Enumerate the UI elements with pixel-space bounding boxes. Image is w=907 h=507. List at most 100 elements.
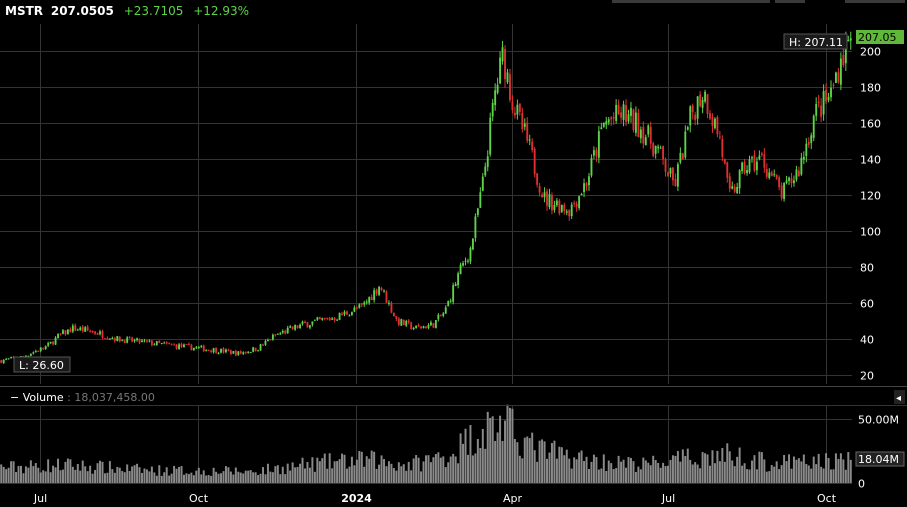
- date-tick-label: Oct: [189, 492, 209, 505]
- candle: [66, 329, 69, 335]
- volume-bar: [118, 467, 121, 483]
- volume-bar: [42, 470, 45, 483]
- volume-bar: [785, 461, 788, 483]
- candle: [570, 202, 573, 219]
- candle: [832, 82, 835, 90]
- pane-divider[interactable]: [0, 386, 907, 406]
- volume-bar: [17, 466, 20, 483]
- candle: [271, 333, 274, 341]
- volume-bar: [252, 472, 255, 483]
- candle: [254, 347, 257, 352]
- volume-bar: [259, 473, 262, 483]
- volume-bar: [634, 471, 637, 483]
- volume-bar: [7, 467, 10, 483]
- volume-bar: [402, 464, 405, 483]
- volume-bar: [696, 464, 699, 483]
- volume-bar: [825, 453, 828, 483]
- candle: [276, 333, 279, 335]
- volume-bar: [165, 467, 168, 483]
- candle: [89, 329, 92, 333]
- volume-bar: [89, 465, 92, 483]
- candle: [222, 347, 225, 354]
- volume-bar: [32, 466, 35, 483]
- candle: [425, 326, 427, 329]
- volume-tick-label: 50.00M: [858, 414, 899, 427]
- volume-bar: [617, 455, 620, 483]
- volume-bar: [304, 468, 306, 483]
- volume-bar: [627, 457, 630, 483]
- candle: [835, 71, 837, 84]
- volume-bar: [553, 440, 556, 483]
- candle: [642, 121, 645, 149]
- volume-bar: [234, 467, 237, 483]
- volume-bar: [642, 457, 645, 483]
- volume-bar: [383, 459, 386, 483]
- candle: [417, 323, 420, 328]
- volume-bar: [649, 465, 652, 483]
- volume-bar: [686, 448, 689, 483]
- candle: [173, 343, 176, 346]
- candle: [143, 338, 146, 343]
- candle: [385, 290, 388, 303]
- volume-bar: [449, 456, 452, 483]
- volume-bar: [429, 462, 432, 483]
- volume-bar: [644, 460, 647, 483]
- volume-collapse-icon[interactable]: −: [10, 391, 23, 404]
- volume-bar: [229, 471, 232, 483]
- volume-bar: [671, 455, 674, 483]
- volume-label: Volume: [22, 391, 64, 404]
- candle: [343, 310, 346, 317]
- volume-bar: [390, 463, 393, 483]
- volume-bar: [736, 456, 739, 483]
- volume-bar: [427, 455, 430, 483]
- candle: [526, 117, 529, 143]
- volume-bar: [694, 462, 697, 483]
- volume-bar: [536, 461, 539, 483]
- volume-bar: [817, 453, 820, 483]
- volume-collapse-button[interactable]: ◂: [894, 390, 905, 404]
- volume-bar: [830, 469, 832, 483]
- candle: [486, 150, 489, 172]
- candle: [400, 318, 403, 327]
- candle: [296, 325, 299, 329]
- candle: [459, 262, 462, 275]
- volume-bar: [615, 468, 618, 483]
- candle: [437, 313, 440, 322]
- price-tick-label: 40: [860, 334, 874, 347]
- candle: [27, 355, 30, 357]
- volume-bar: [437, 452, 440, 483]
- volume-bar: [605, 471, 608, 483]
- candle: [444, 305, 447, 314]
- volume-bar: [652, 455, 655, 483]
- candle: [183, 343, 185, 348]
- candle: [800, 152, 803, 176]
- volume-bar: [99, 460, 102, 483]
- candle: [316, 316, 319, 321]
- candle: [412, 326, 415, 331]
- candle: [318, 316, 321, 320]
- volume-bar: [333, 461, 336, 483]
- volume-bar: [763, 459, 766, 483]
- candle: [825, 83, 828, 105]
- high-label-box: [783, 33, 848, 50]
- candle: [447, 300, 450, 307]
- volume-bar: [12, 461, 15, 483]
- volume-bar: [454, 456, 457, 483]
- volume-bar: [187, 474, 190, 483]
- volume-bar: [145, 469, 148, 483]
- last-volume-label: 18.04M: [858, 453, 899, 466]
- candle: [753, 150, 756, 173]
- date-tick-label: 2024: [341, 492, 372, 505]
- volume-bar: [565, 449, 568, 483]
- volume-bar: [750, 460, 753, 483]
- volume-bar: [190, 472, 193, 483]
- volume-bar: [558, 446, 561, 483]
- candle: [29, 353, 32, 357]
- volume-bar: [306, 462, 309, 483]
- volume-bar: [126, 464, 129, 483]
- candle: [5, 357, 8, 361]
- candle: [42, 347, 45, 351]
- volume-bar: [365, 456, 368, 483]
- volume-bar: [281, 466, 284, 483]
